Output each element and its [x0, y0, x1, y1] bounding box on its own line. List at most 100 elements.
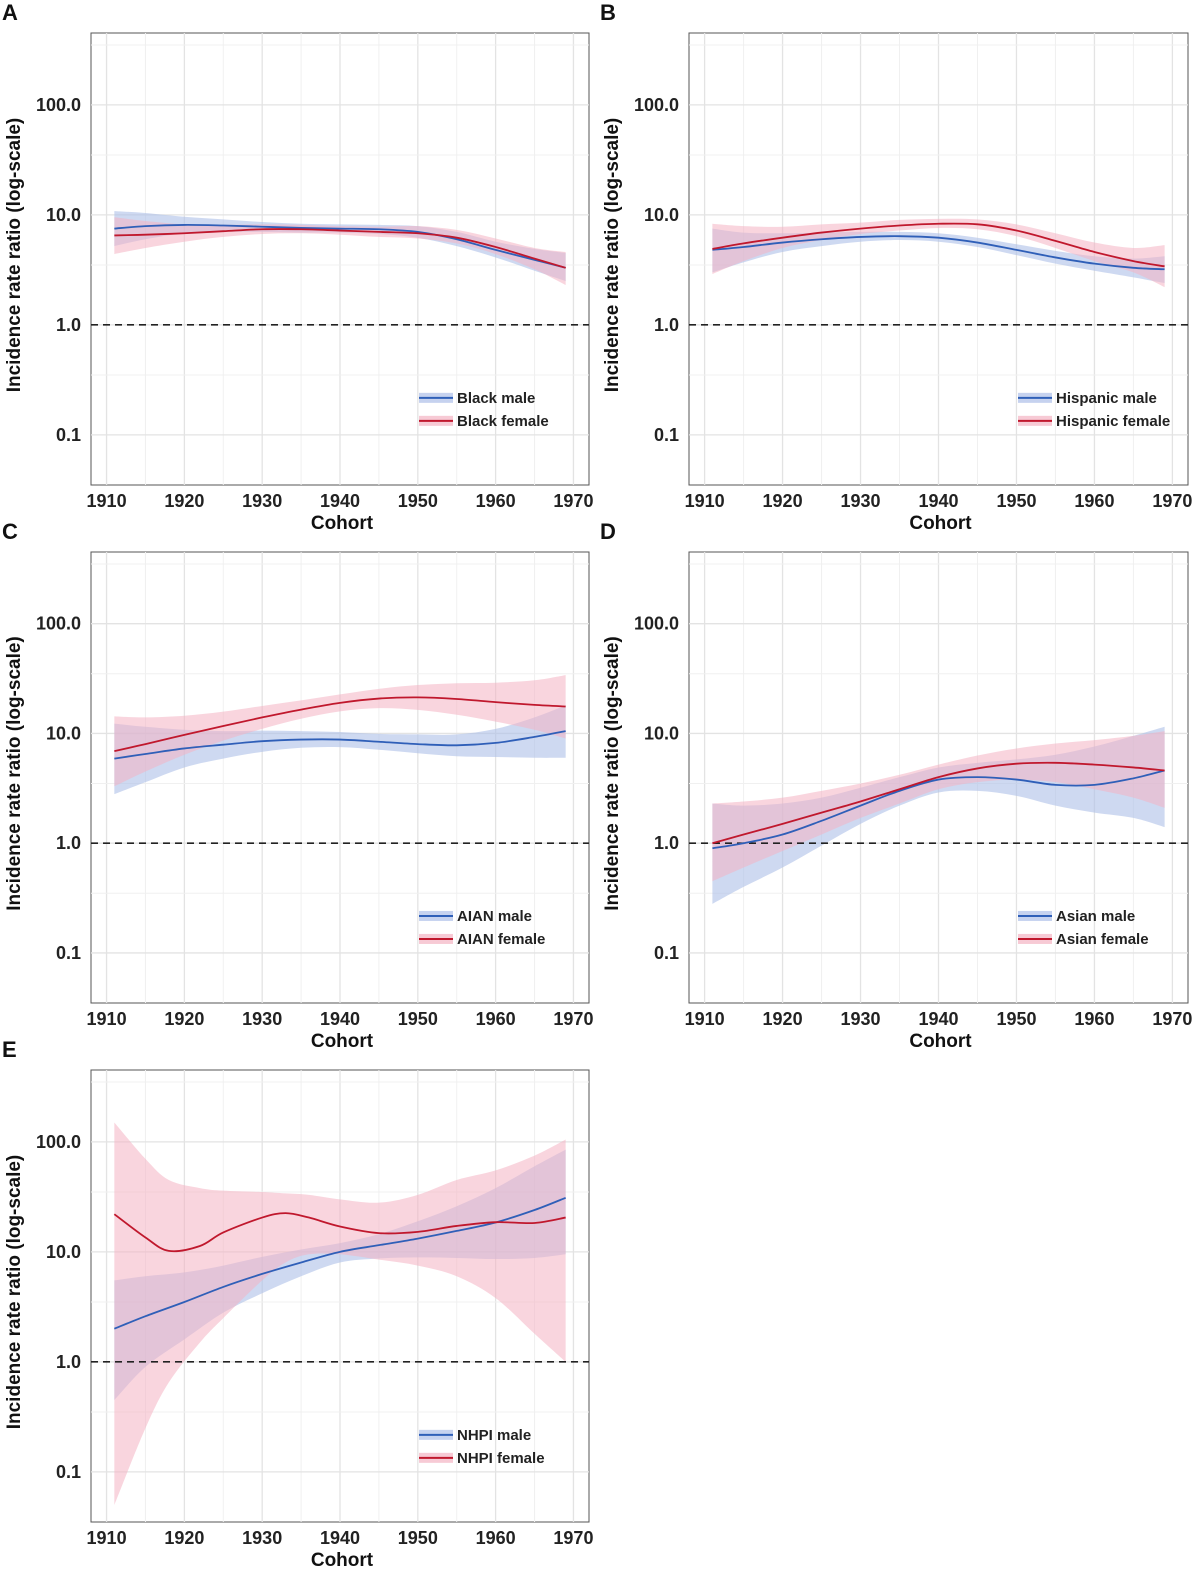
legend: Hispanic male Hispanic female: [1018, 390, 1170, 430]
y-tick-label: 1.0: [654, 315, 679, 335]
x-tick-label: 1930: [841, 491, 881, 511]
legend: Asian male Asian female: [1018, 908, 1149, 948]
x-tick-label: 1970: [1152, 1009, 1192, 1029]
x-axis-title: Cohort: [311, 513, 374, 534]
ci-band-female: [114, 217, 566, 286]
ci-band-female: [114, 675, 566, 787]
x-tick-label: 1920: [164, 1009, 204, 1029]
gridlines: [689, 33, 1188, 485]
legend-label: Hispanic female: [1056, 413, 1170, 430]
y-tick-label: 10.0: [46, 1242, 81, 1262]
y-tick-label: 10.0: [46, 723, 81, 743]
x-axis-title: Cohort: [909, 1031, 972, 1052]
panel-d: D 100.0 10.0 1.0 0.1 1910 1920 1930 1940 1950 1960…: [600, 519, 1192, 1052]
y-axis-title: Incidence rate ratio (log-scale): [602, 118, 623, 393]
x-tick-label: 1940: [918, 491, 958, 511]
series-line-male: [114, 730, 566, 760]
x-axis-title: Cohort: [311, 1550, 374, 1571]
gridlines: [91, 1070, 589, 1522]
x-tick-label: 1950: [996, 491, 1036, 511]
legend-label: Asian female: [1056, 931, 1149, 948]
series-line-female: [114, 696, 566, 753]
legend-label: Black male: [457, 390, 535, 407]
y-tick-label: 100.0: [36, 614, 81, 634]
x-tick-label: 1930: [242, 491, 282, 511]
y-tick-label: 0.1: [56, 943, 81, 963]
legend: Black male Black female: [419, 390, 549, 430]
x-tick-label: 1950: [398, 1528, 438, 1548]
y-tick-label: 1.0: [654, 833, 679, 853]
x-tick-label: 1940: [320, 1528, 360, 1548]
y-tick-label: 100.0: [634, 614, 679, 634]
ci-band-male: [114, 705, 566, 795]
panel-b: B 100.0 10.0 1.0 0.1 1910 1920 1930 1940 1950 1960…: [600, 0, 1192, 534]
y-axis-title: Incidence rate ratio (log-scale): [4, 1155, 25, 1430]
x-tick-label: 1950: [398, 1009, 438, 1029]
ci-band-female: [114, 1122, 566, 1505]
panel-e: E 100.0 10.0 1.0 0.1 1910 1920 1930 1940 1950 1960…: [2, 1037, 593, 1571]
x-tick-label: 1920: [164, 491, 204, 511]
x-axis-title: Cohort: [909, 513, 972, 534]
x-tick-label: 1930: [242, 1528, 282, 1548]
x-tick-label: 1910: [87, 1009, 127, 1029]
y-tick-label: 100.0: [36, 1132, 81, 1152]
y-tick-label: 0.1: [654, 943, 679, 963]
x-tick-label: 1950: [398, 491, 438, 511]
y-axis-title: Incidence rate ratio (log-scale): [4, 636, 25, 911]
x-tick-label: 1910: [685, 491, 725, 511]
series-line-male: [712, 235, 1165, 271]
gridlines: [91, 33, 589, 485]
x-tick-label: 1920: [164, 1528, 204, 1548]
gridlines: [689, 552, 1188, 1003]
y-tick-label: 0.1: [56, 425, 81, 445]
y-tick-label: 0.1: [56, 1462, 81, 1482]
x-tick-label: 1930: [841, 1009, 881, 1029]
x-tick-label: 1960: [476, 1009, 516, 1029]
x-tick-label: 1970: [553, 1009, 593, 1029]
x-tick-label: 1910: [87, 491, 127, 511]
y-tick-label: 1.0: [56, 833, 81, 853]
x-tick-label: 1970: [1152, 491, 1192, 511]
series-line-female: [114, 228, 566, 269]
panel-letter: B: [600, 0, 616, 25]
x-tick-label: 1960: [1074, 491, 1114, 511]
x-tick-label: 1940: [320, 1009, 360, 1029]
panel-letter: D: [600, 519, 616, 544]
panel-a: A 100.0 10.0 1.0 0.1 1910 1920 1930 1940 1950 1960…: [2, 0, 593, 534]
x-tick-label: 1920: [763, 1009, 803, 1029]
legend-label: AIAN male: [457, 908, 532, 925]
series-line-male: [114, 224, 566, 269]
legend-label: AIAN female: [457, 931, 545, 948]
x-tick-label: 1970: [553, 1528, 593, 1548]
panel-letter: C: [2, 519, 18, 544]
legend: NHPI male NHPI female: [419, 1427, 545, 1467]
y-tick-label: 1.0: [56, 315, 81, 335]
y-tick-label: 0.1: [654, 425, 679, 445]
x-tick-label: 1970: [553, 491, 593, 511]
x-tick-label: 1950: [996, 1009, 1036, 1029]
x-tick-label: 1920: [763, 491, 803, 511]
legend: AIAN male AIAN female: [419, 908, 545, 948]
series-line-female: [712, 222, 1165, 268]
x-tick-label: 1910: [685, 1009, 725, 1029]
x-tick-label: 1940: [320, 491, 360, 511]
legend-label: Asian male: [1056, 908, 1135, 925]
panel-c: C 100.0 10.0 1.0 0.1 1910 1920 1930 1940 1950 1960…: [2, 519, 593, 1052]
x-tick-label: 1930: [242, 1009, 282, 1029]
panel-letter: E: [2, 1037, 17, 1062]
x-tick-label: 1960: [476, 491, 516, 511]
legend-label: NHPI male: [457, 1427, 531, 1444]
series-line-female: [113, 1212, 566, 1253]
x-tick-label: 1940: [918, 1009, 958, 1029]
legend-label: Black female: [457, 413, 549, 430]
panel-letter: A: [2, 0, 18, 25]
ci-band-male: [712, 228, 1165, 284]
legend-label: NHPI female: [457, 1450, 545, 1467]
y-tick-label: 10.0: [46, 205, 81, 225]
x-tick-label: 1960: [476, 1528, 516, 1548]
series-line-male: [712, 769, 1165, 850]
x-tick-label: 1910: [87, 1528, 127, 1548]
series-line-female: [712, 761, 1165, 845]
y-tick-label: 100.0: [634, 95, 679, 115]
